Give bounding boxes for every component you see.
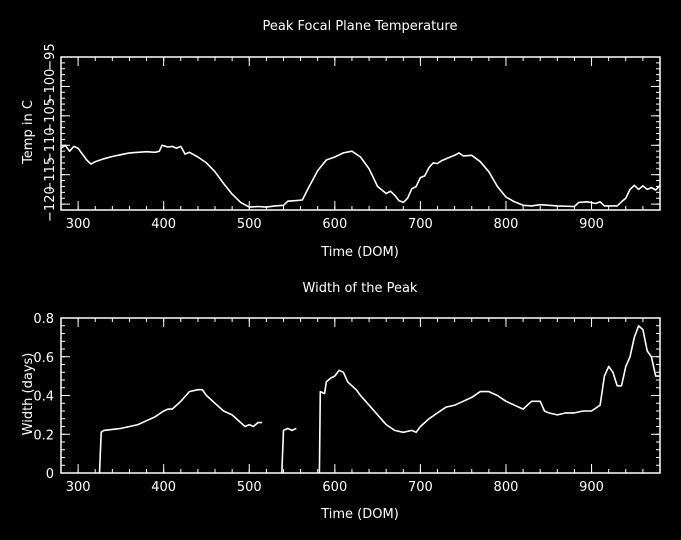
width-y-axis-label: Width (days) [21, 353, 36, 436]
temperature-x-tick-label: 700 [408, 217, 433, 232]
temperature-y-tick-label: −120 [43, 186, 58, 222]
temperature-x-tick-label: 300 [66, 217, 91, 232]
width-y-tick-label: 0.4 [33, 390, 54, 405]
temperature-plot-area: 300 400 500 600 700 800 900 −120−115−110−105−10… [43, 43, 661, 232]
temperature-y-tick-label: −110 [43, 127, 58, 163]
temperature-x-tick-label: 500 [237, 217, 262, 232]
width-series-line-segment [281, 427, 297, 474]
temperature-y-axis-label: Temp in C [21, 100, 36, 165]
temperature-y-tick-label: −100 [43, 69, 58, 105]
width-y-tick-label: 0 [46, 467, 54, 482]
temperature-x-tick-label: 600 [322, 217, 347, 232]
width-series-line-segment [98, 388, 263, 474]
width-y-tick-label: 0.6 [33, 351, 54, 366]
temperature-x-tick-label: 900 [579, 217, 604, 232]
width-x-tick-label: 300 [66, 480, 91, 495]
width-x-tick-label: 800 [494, 480, 519, 495]
width-x-tick-label: 600 [322, 480, 347, 495]
width-y-tick-label: 0.8 [33, 312, 54, 327]
temperature-y-tick-label: −95 [43, 43, 58, 70]
temperature-x-tick-label: 400 [151, 217, 176, 232]
width-chart-title: Width of the Peak [303, 281, 418, 296]
width-x-tick-label: 500 [237, 480, 262, 495]
width-series-line-segment [318, 324, 660, 474]
temperature-x-tick-label: 800 [494, 217, 519, 232]
width-y-tick-label: 0.2 [33, 428, 54, 443]
width-plot-area: 300 400 500 600 700 800 900 0 0.2 0.4 0.6 0.8 [33, 312, 661, 495]
temperature-y-tick-label: −115 [43, 157, 58, 193]
width-x-axis-label: Time (DOM) [320, 507, 399, 522]
width-panel: Width of the Peak 300 400 500 600 700 800 900 0… [21, 281, 661, 522]
width-x-tick-label: 700 [408, 480, 433, 495]
temperature-series-line-segment [60, 144, 661, 208]
width-x-tick-label: 400 [151, 480, 176, 495]
width-x-tick-label: 900 [579, 480, 604, 495]
temperature-x-axis-label: Time (DOM) [320, 245, 399, 260]
temperature-panel: Peak Focal Plane Temperature 300 400 500 60… [21, 19, 661, 260]
temperature-y-tick-label: −105 [43, 98, 58, 134]
temperature-chart-title: Peak Focal Plane Temperature [263, 19, 458, 34]
